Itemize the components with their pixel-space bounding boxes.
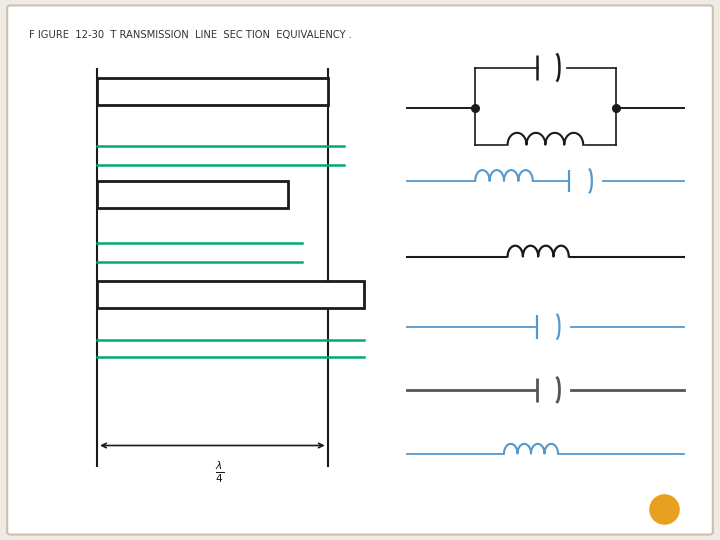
FancyBboxPatch shape xyxy=(7,5,713,535)
Text: $\frac{\lambda}{4}$: $\frac{\lambda}{4}$ xyxy=(215,459,224,484)
Text: F IGURE  12-30  T RANSMISSION  LINE  SEC TION  EQUIVALENCY .: F IGURE 12-30 T RANSMISSION LINE SEC TIO… xyxy=(29,30,352,40)
Bar xyxy=(97,78,328,105)
Bar xyxy=(97,281,364,308)
Bar xyxy=(97,181,288,208)
